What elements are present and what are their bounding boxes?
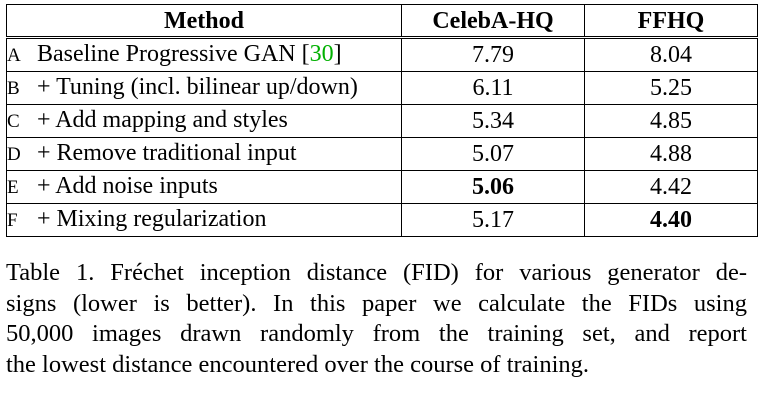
header-ffhq: FFHQ <box>584 4 758 39</box>
caption-line: signs (lower is better). In this paper w… <box>6 289 747 317</box>
caption-line: the lowest distance encountered over the… <box>6 350 590 378</box>
row-letter: E <box>7 177 19 198</box>
method-name: + Remove traditional input <box>37 140 297 166</box>
method-cell: F + Mixing regularization <box>6 203 402 237</box>
ffhq-fid: 4.40 <box>584 203 758 237</box>
table-row: D + Remove traditional input 5.07 4.88 <box>6 137 758 171</box>
celeba-hq-fid: 6.11 <box>401 71 585 105</box>
row-letter: A <box>7 45 21 66</box>
citation-link[interactable]: 30 <box>309 41 334 67</box>
header-celeba-hq: CelebA-HQ <box>401 4 585 39</box>
method-name: + Tuning (incl. bilinear up/down) <box>37 74 358 100</box>
ffhq-fid: 4.88 <box>584 137 758 171</box>
ffhq-fid: 4.42 <box>584 170 758 204</box>
method-cell: A Baseline Progressive GAN [30] <box>6 37 402 72</box>
row-letter: D <box>7 144 21 165</box>
celeba-hq-fid: 5.07 <box>401 137 585 171</box>
table-header-row: Method CelebA-HQ FFHQ <box>6 4 758 39</box>
method-name: + Add noise inputs <box>37 173 218 199</box>
table-row: B + Tuning (incl. bilinear up/down) 6.11 5.… <box>6 71 758 105</box>
fid-table: Method CelebA-HQ FFHQ A Baseline Progress… <box>6 4 758 237</box>
table-caption: Table 1. Fréchet inception distance (FID… <box>6 258 747 380</box>
table-row: E + Add noise inputs 5.06 4.42 <box>6 170 758 204</box>
table-row: F + Mixing regularization 5.17 4.40 <box>6 203 758 237</box>
ffhq-fid: 8.04 <box>584 37 758 72</box>
method-cell: E + Add noise inputs <box>6 170 402 204</box>
method-name: + Mixing regularization <box>37 206 267 232</box>
celeba-hq-fid: 5.17 <box>401 203 585 237</box>
celeba-hq-fid: 5.06 <box>401 170 585 204</box>
method-name: + Add mapping and styles <box>37 107 288 133</box>
row-letter: C <box>7 111 20 132</box>
header-method: Method <box>6 4 402 39</box>
row-letter: B <box>7 78 20 99</box>
celeba-hq-fid: 7.79 <box>401 37 585 72</box>
table-row: A Baseline Progressive GAN [30] 7.79 8.04 <box>6 37 758 72</box>
citation-bracket: ] <box>333 41 342 67</box>
caption-line: Table 1. Fréchet inception distance (FID… <box>6 259 747 286</box>
method-cell: D + Remove traditional input <box>6 137 402 171</box>
celeba-hq-fid: 5.34 <box>401 104 585 138</box>
method-cell: B + Tuning (incl. bilinear up/down) <box>6 71 402 105</box>
caption-line: 50,000 images drawn randomly from the tr… <box>6 320 747 347</box>
ffhq-fid: 5.25 <box>584 71 758 105</box>
row-letter: F <box>7 210 18 231</box>
ffhq-fid: 4.85 <box>584 104 758 138</box>
method-name: Baseline Progressive GAN [ <box>37 41 310 67</box>
table-row: C + Add mapping and styles 5.34 4.85 <box>6 104 758 138</box>
method-cell: C + Add mapping and styles <box>6 104 402 138</box>
